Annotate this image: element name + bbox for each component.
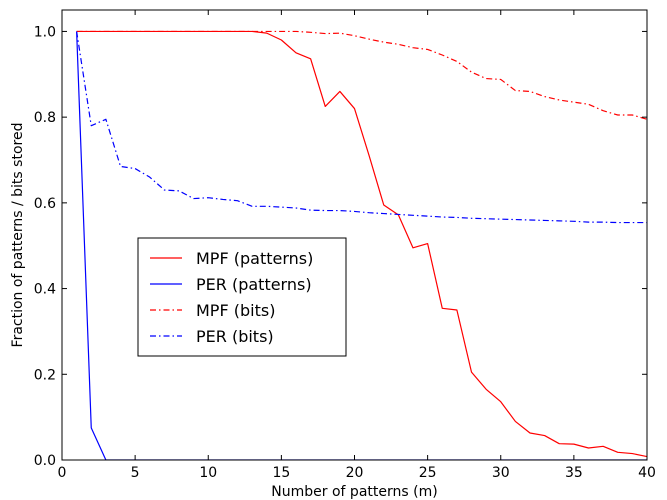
legend: MPF (patterns) PER (patterns) MPF (bits) PE… bbox=[137, 237, 347, 357]
y-tick-label: 0.8 bbox=[34, 110, 56, 126]
y-tick-label: 1.0 bbox=[34, 24, 56, 40]
x-tick-label: 30 bbox=[492, 465, 510, 481]
legend-label: MPF (patterns) bbox=[196, 249, 313, 268]
y-tick-label: 0.0 bbox=[34, 453, 56, 469]
y-tick-label: 0.4 bbox=[34, 282, 56, 298]
x-tick-label: 5 bbox=[131, 465, 140, 481]
x-tick-label: 35 bbox=[565, 465, 583, 481]
x-tick-label: 0 bbox=[58, 465, 67, 481]
legend-label: MPF (bits) bbox=[196, 301, 275, 320]
x-tick-label: 10 bbox=[199, 465, 217, 481]
x-tick-label: 25 bbox=[419, 465, 437, 481]
legend-label: PER (patterns) bbox=[196, 275, 312, 294]
y-tick-label: 0.6 bbox=[34, 196, 56, 212]
plot-frame bbox=[61, 9, 648, 461]
series-line-per-bits bbox=[76, 31, 647, 224]
x-tick-label: 20 bbox=[346, 465, 364, 481]
x-axis-title: Number of patterns (m) bbox=[271, 484, 437, 500]
legend-label: PER (bits) bbox=[196, 327, 274, 346]
y-axis-title: Fraction of patterns / bits stored bbox=[10, 123, 26, 348]
series-line-mpf-bits bbox=[76, 30, 647, 120]
x-tick-label: 15 bbox=[272, 465, 290, 481]
ticks-layer: 0 5 10 15 20 25 30 35 40 0.0 0.2 0.4 0.6 0.8 1.0 bbox=[34, 10, 656, 481]
series-layer bbox=[76, 30, 647, 460]
y-tick-label: 0.2 bbox=[34, 367, 56, 383]
x-tick-label: 40 bbox=[638, 465, 656, 481]
